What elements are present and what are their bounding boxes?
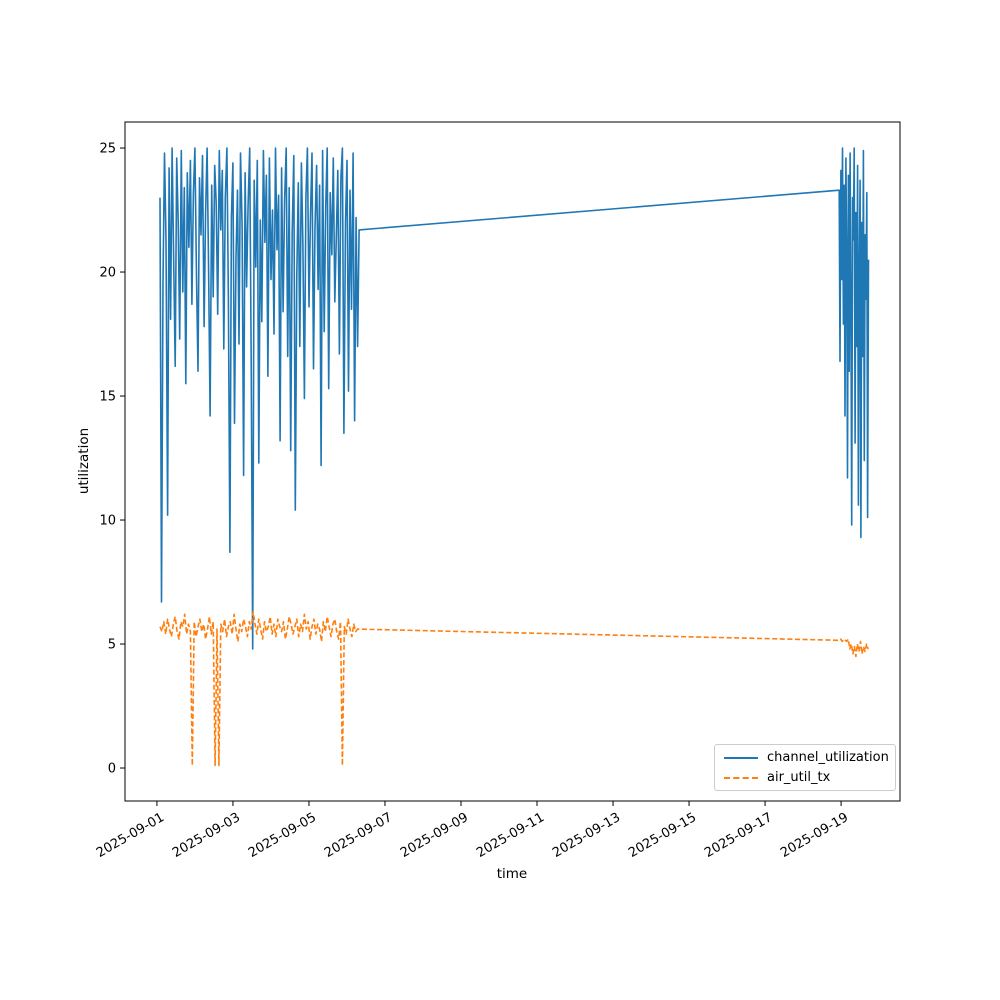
legend-entry-channel-utilization: channel_utilization [724, 750, 889, 765]
y-tick-label: 25 [99, 142, 116, 157]
y-tick-label: 15 [99, 390, 116, 405]
legend-label: channel_utilization [767, 750, 889, 765]
series-air_util_tx [159, 610, 869, 767]
series-channel_utilization [159, 147, 870, 650]
x-tick-label: 2025-09-07 [322, 810, 395, 861]
legend-line-sample-dashed [724, 776, 758, 779]
legend-entry-air-util-tx: air_util_tx [724, 770, 886, 785]
x-tick-label: 2025-09-09 [398, 810, 471, 861]
legend: channel_utilization air_util_tx [714, 744, 896, 791]
y-tick-label: 5 [108, 638, 116, 653]
x-tick-label: 2025-09-11 [474, 810, 547, 861]
x-tick-label: 2025-09-03 [170, 810, 243, 861]
x-tick-label: 2025-09-17 [702, 810, 775, 861]
x-tick-label: 2025-09-05 [246, 810, 319, 861]
y-tick-label: 20 [99, 266, 116, 281]
x-tick-label: 2025-09-15 [626, 810, 699, 861]
legend-label: air_util_tx [767, 770, 831, 785]
y-tick-label: 10 [99, 514, 116, 529]
y-axis-label: utilization [76, 427, 92, 495]
y-tick-label: 0 [108, 762, 116, 777]
x-tick-label: 2025-09-01 [94, 810, 167, 861]
x-tick-label: 2025-09-13 [550, 810, 623, 861]
legend-line-sample-solid [724, 756, 758, 759]
x-tick-label: 2025-09-19 [778, 810, 851, 861]
axes-frame [124, 121, 901, 802]
x-axis-label: time [496, 866, 528, 882]
